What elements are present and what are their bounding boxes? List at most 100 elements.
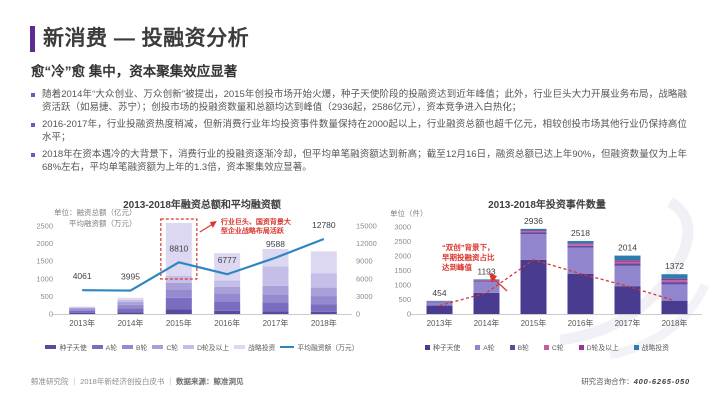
y-axis-tick: 1500 bbox=[394, 266, 411, 275]
bar-segment-种子天使 bbox=[614, 286, 641, 314]
line-value-label: 12780 bbox=[312, 220, 336, 230]
bar-segment-A轮 bbox=[117, 308, 144, 313]
bar-segment-C轮 bbox=[520, 231, 547, 233]
legend-item: A轮 bbox=[475, 342, 495, 352]
bar-total-label: 1372 bbox=[665, 261, 684, 271]
legend-swatch-icon bbox=[475, 344, 481, 350]
bar-segment-战略投资 bbox=[426, 300, 453, 302]
footer-contact-label: 研究咨询合作： bbox=[581, 377, 634, 386]
legend-item: 平均融资额（万元） bbox=[280, 342, 359, 352]
bar-segment-B轮 bbox=[614, 263, 641, 266]
chart1-plot: 0 500 1000 1500 2000 2500 0 3000 6000 9000 12000 15… bbox=[36, 217, 377, 328]
bar-total-label: 2518 bbox=[571, 228, 590, 238]
page-title: 新消费 — 投融资分析 bbox=[43, 27, 250, 50]
footer-data-source: 数据来源：鲸准洞见 bbox=[176, 377, 244, 386]
bar-segment-A轮 bbox=[473, 282, 500, 293]
y-axis-tick-left: 1000 bbox=[36, 274, 53, 283]
y-axis-tick-right: 0 bbox=[356, 310, 360, 319]
bullet-square-icon bbox=[31, 92, 35, 97]
chart2-legend: 种子天使 A轮 B轮 C轮 D轮及以上 战略投资 bbox=[386, 342, 708, 352]
bar-segment-C轮 bbox=[310, 287, 337, 297]
legend-item: 战略投资 bbox=[633, 342, 669, 352]
bar-segment-C轮 bbox=[473, 280, 500, 282]
bar-segment-种子天使 bbox=[117, 312, 144, 314]
bar-segment-D轮及以上 bbox=[567, 243, 594, 245]
bar-segment-D轮及以上 bbox=[262, 266, 289, 286]
line-value-label: 4061 bbox=[73, 271, 92, 281]
legend-swatch-icon bbox=[45, 345, 57, 349]
y-axis-tick-right: 12000 bbox=[356, 239, 377, 248]
bar-segment-B轮 bbox=[473, 281, 500, 283]
bar-segment-B轮 bbox=[165, 289, 192, 298]
legend-label: 种子天使 bbox=[59, 345, 87, 352]
title-accent-bar bbox=[30, 26, 35, 52]
bar-segment-A轮 bbox=[661, 284, 688, 301]
legend-swatch-icon bbox=[633, 344, 639, 350]
bar-total-label: 2936 bbox=[524, 216, 543, 226]
bar-segment-种子天使 bbox=[165, 309, 192, 314]
footer-source-left: 鲸准研究院 ｜ 2018年新经济创投白皮书 ｜ bbox=[31, 377, 177, 386]
legend-item: D轮及以上 bbox=[578, 342, 619, 352]
bar-total-label: 2014 bbox=[618, 243, 637, 253]
bar-segment-A轮 bbox=[614, 265, 641, 287]
bullet-text: 2016-2017年，行业投融资热度稍减，但新消费行业年均投资事件数量保持在20… bbox=[42, 119, 687, 143]
line-value-label: 3995 bbox=[121, 272, 140, 282]
bar-segment-战略投资 bbox=[661, 274, 688, 279]
legend-swatch-icon bbox=[122, 345, 133, 349]
bar-segment-C轮 bbox=[567, 244, 594, 246]
bar-segment-战略投资 bbox=[614, 255, 641, 261]
bar-segment-A轮 bbox=[310, 304, 337, 312]
seed-trend-line bbox=[439, 259, 675, 307]
bar-segment-A轮 bbox=[426, 302, 453, 306]
legend-item: 战略投资 bbox=[234, 342, 275, 352]
bar-segment-种子天使 bbox=[262, 311, 289, 314]
bar-segment-种子天使 bbox=[310, 311, 337, 314]
bar-segment-A轮 bbox=[165, 297, 192, 310]
annotation-box bbox=[160, 218, 198, 280]
legend-item: 种子天使 bbox=[425, 342, 460, 352]
bullet-square-icon bbox=[31, 152, 35, 157]
investment-events-chart: 2013-2018年投资事件数量 单位（件） 0 500 1000 1500 2000 2… bbox=[386, 196, 708, 366]
legend-swatch-icon bbox=[183, 345, 195, 349]
x-axis-tick: 2015年 bbox=[166, 318, 192, 328]
legend-label: D轮及以上 bbox=[586, 345, 619, 352]
y-axis-tick-left: 1500 bbox=[36, 257, 53, 266]
bullet-item: 随着2014年“大众创业、万众创新”被提出，2015年创投市场开始火爆，种子天使… bbox=[31, 88, 687, 114]
bar-segment-D轮及以上 bbox=[117, 299, 144, 303]
bar-segment-C轮 bbox=[214, 286, 241, 294]
y-axis-tick-left: 500 bbox=[40, 292, 53, 301]
y-axis-tick: 2000 bbox=[394, 252, 411, 261]
bar-segment-战略投资 bbox=[69, 306, 96, 308]
legend-swatch-icon bbox=[152, 345, 164, 349]
bar-total-label: 1193 bbox=[477, 266, 496, 276]
financing-amount-chart: 2013-2018年融资总额和平均融资额 单位：融资总额（亿元） 平均融资额（万… bbox=[22, 196, 382, 366]
bar-segment-C轮 bbox=[661, 280, 688, 283]
annotation-text: 达到峰值 bbox=[442, 262, 472, 272]
footer-left: 鲸准研究院 ｜ 2018年新经济创投白皮书 ｜ 数据来源：鲸准洞见 bbox=[31, 376, 244, 387]
legend-label: A轮 bbox=[483, 345, 495, 352]
legend-item: C轮 bbox=[543, 342, 564, 352]
legend-item: B轮 bbox=[122, 342, 147, 352]
bar-segment-种子天使 bbox=[473, 292, 500, 314]
bar-segment-B轮 bbox=[661, 282, 688, 285]
annotation-arrowhead bbox=[209, 221, 217, 228]
y-axis-tick: 0 bbox=[407, 310, 411, 319]
chart1-legend: 种子天使 A轮 B轮 C轮 D轮及以上 战略投资 平均融资额（万元） bbox=[22, 342, 382, 352]
bar-segment-C轮 bbox=[69, 308, 96, 310]
x-axis-tick: 2014年 bbox=[474, 318, 500, 328]
y-axis-tick: 3000 bbox=[394, 223, 411, 232]
x-axis-tick: 2014年 bbox=[118, 318, 144, 328]
whale-watermark bbox=[559, 197, 710, 360]
bar-segment-种子天使 bbox=[426, 305, 453, 314]
annotation-arrowhead bbox=[489, 273, 497, 283]
chart1-unit-line1: 单位：融资总额（亿元） bbox=[54, 208, 137, 217]
legend-item: D轮及以上 bbox=[183, 342, 229, 352]
bar-segment-A轮 bbox=[567, 247, 594, 274]
average-financing-line bbox=[82, 237, 325, 292]
x-axis-tick: 2018年 bbox=[311, 318, 337, 328]
bar-segment-A轮 bbox=[69, 310, 96, 313]
legend-label: D轮及以上 bbox=[197, 345, 230, 352]
bar-segment-D轮及以上 bbox=[614, 260, 641, 262]
bar-segment-B轮 bbox=[117, 304, 144, 309]
